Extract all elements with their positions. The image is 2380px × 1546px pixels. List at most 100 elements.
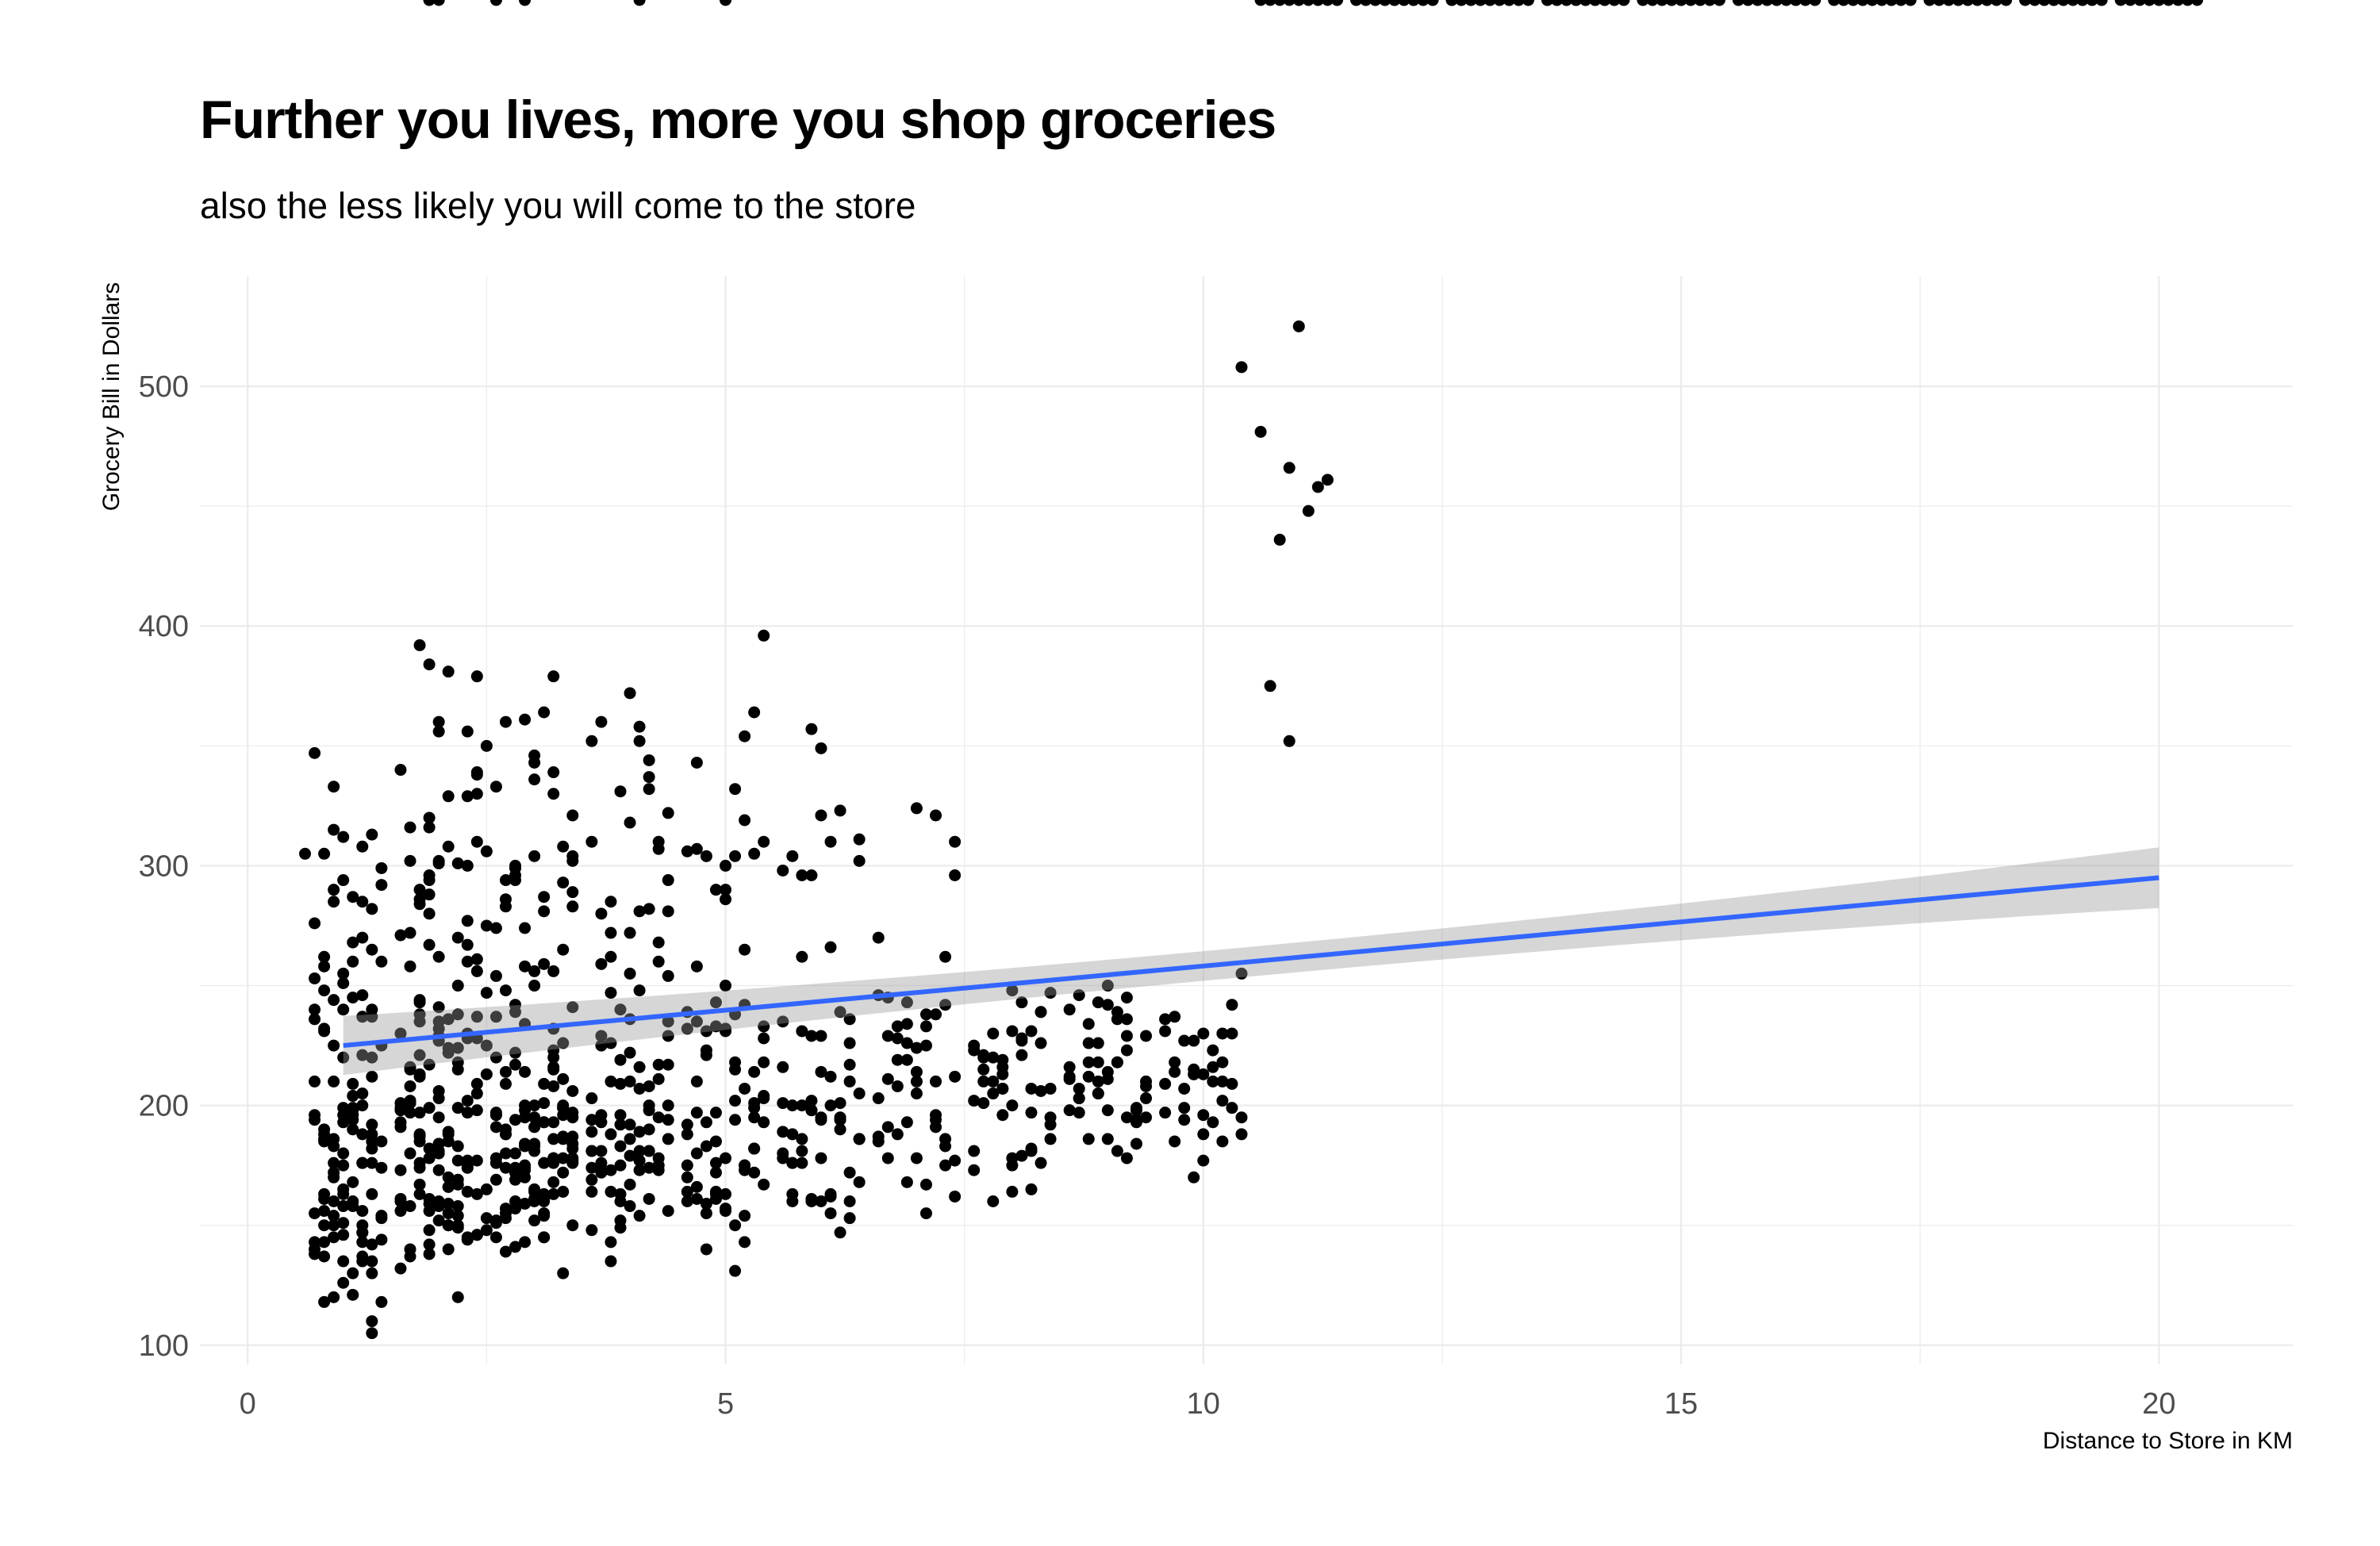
data-point: [1092, 1075, 1104, 1088]
data-point: [499, 1203, 512, 1215]
data-point: [796, 1145, 808, 1157]
data-point: [470, 1011, 483, 1023]
data-point: [404, 1147, 416, 1160]
data-point: [394, 1262, 407, 1275]
data-point: [509, 1195, 522, 1208]
data-point: [489, 1214, 502, 1227]
data-point: [1771, 0, 1783, 6]
data-point: [709, 1020, 722, 1033]
data-point: [1092, 1088, 1104, 1100]
data-point: [413, 1008, 426, 1021]
data-point: [1169, 1135, 1181, 1148]
data-point: [624, 1046, 636, 1059]
data-point: [309, 746, 321, 759]
data-point: [1082, 1018, 1095, 1030]
y-axis-label: Grocery Bill in Dollars: [98, 282, 125, 511]
data-point: [432, 1195, 445, 1208]
data-point: [347, 1077, 359, 1090]
data-point: [633, 1210, 646, 1222]
data-point: [891, 1053, 904, 1066]
trend-line-group: [343, 847, 2159, 1076]
data-point: [1894, 0, 1907, 6]
data-point: [347, 1090, 359, 1103]
data-point: [1550, 0, 1563, 6]
data-point: [528, 1185, 541, 1198]
data-point: [881, 1072, 894, 1085]
data-point: [566, 1152, 579, 1164]
data-point: [1120, 1013, 1133, 1026]
data-points: [299, 0, 2204, 1340]
data-point: [1512, 0, 1525, 6]
data-point: [2162, 0, 2175, 6]
data-point: [337, 976, 350, 989]
data-point: [337, 1109, 350, 1122]
data-point: [470, 1154, 483, 1167]
data-point: [1120, 1152, 1133, 1164]
data-point: [681, 1159, 693, 1172]
data-point: [1875, 0, 1888, 6]
data-point: [366, 1267, 378, 1279]
data-point: [824, 1070, 837, 1083]
data-point: [805, 1030, 818, 1042]
data-point: [1675, 0, 1687, 6]
data-point: [356, 1049, 369, 1061]
data-point: [633, 1145, 646, 1157]
data-point: [366, 1238, 378, 1251]
y-tick-label: 200: [139, 1090, 189, 1123]
data-point: [853, 854, 866, 867]
data-point: [796, 1133, 808, 1145]
data-point: [977, 1063, 990, 1076]
data-point: [366, 1157, 378, 1169]
data-point: [690, 960, 703, 972]
data-point: [404, 926, 416, 939]
data-point: [662, 1114, 674, 1126]
data-point: [1025, 1142, 1038, 1155]
data-point: [480, 739, 493, 752]
data-point: [1407, 0, 1420, 6]
data-point: [461, 1185, 474, 1198]
data-point: [366, 1051, 378, 1064]
data-point: [489, 1121, 502, 1134]
data-point: [318, 950, 331, 963]
data-point: [547, 1116, 560, 1129]
data-point: [432, 1164, 445, 1176]
data-point: [843, 1058, 856, 1071]
data-point: [375, 1135, 388, 1148]
data-point: [709, 1107, 722, 1119]
data-point: [690, 1180, 703, 1193]
data-point: [328, 1210, 340, 1222]
data-point: [528, 1195, 541, 1208]
data-point: [366, 1128, 378, 1141]
data-point: [309, 972, 321, 984]
data-point: [1866, 0, 1879, 6]
data-point: [2124, 0, 2136, 6]
data-point: [910, 802, 923, 815]
data-point: [652, 1111, 665, 1124]
data-point: [394, 1195, 407, 1208]
data-point: [432, 715, 445, 728]
data-point: [337, 1200, 350, 1213]
data-point: [519, 960, 532, 972]
data-point: [585, 1145, 598, 1157]
data-point: [1522, 0, 1534, 6]
data-point: [557, 840, 570, 853]
data-point: [328, 823, 340, 836]
data-point: [1073, 1082, 1085, 1095]
data-point: [461, 790, 474, 803]
data-point: [1235, 361, 1248, 374]
data-point: [538, 1116, 551, 1129]
data-point: [394, 1116, 407, 1129]
data-point: [1933, 0, 1945, 6]
data-point: [423, 1102, 436, 1114]
data-point: [566, 1084, 579, 1097]
data-point: [413, 996, 426, 1009]
data-point: [1120, 1044, 1133, 1057]
data-point: [720, 1152, 732, 1164]
data-point: [700, 1044, 712, 1057]
data-point: [633, 735, 646, 747]
data-point: [480, 1224, 493, 1237]
data-point: [585, 1114, 598, 1126]
data-point: [461, 1159, 474, 1172]
data-point: [881, 1030, 894, 1042]
data-point: [337, 1183, 350, 1195]
